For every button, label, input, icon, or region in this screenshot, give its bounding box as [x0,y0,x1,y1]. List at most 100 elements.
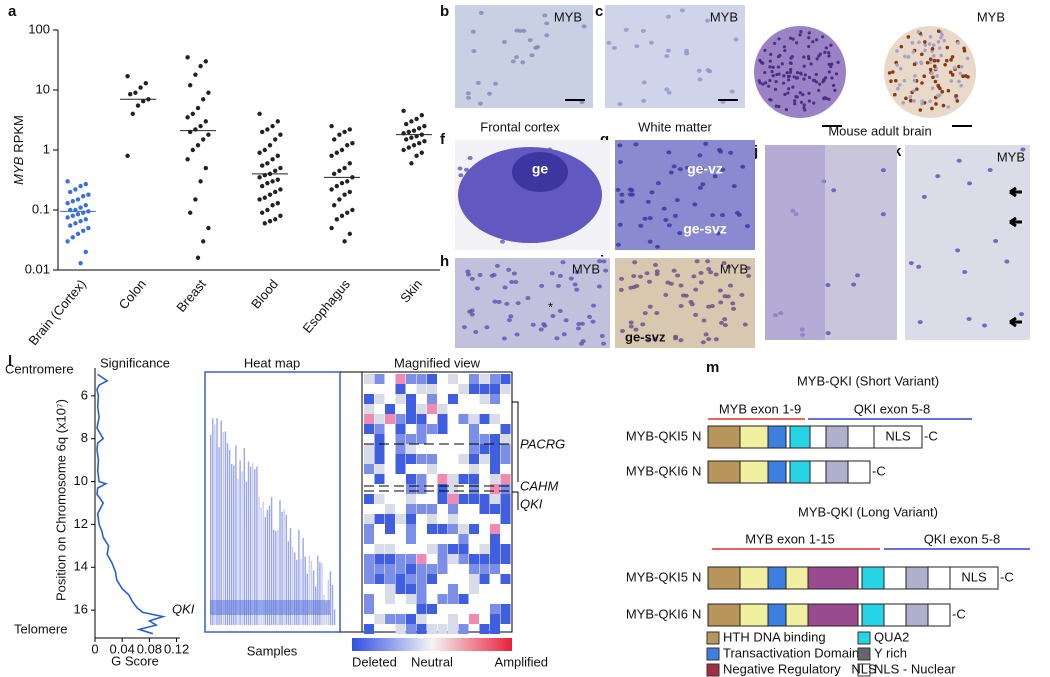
cell [647,304,653,309]
cell [827,70,831,74]
cell [645,338,651,343]
cell [698,270,704,275]
cell [807,44,811,49]
data-point [65,239,70,244]
data-point [257,150,262,155]
cell [720,167,726,172]
construct-name: MYB-QKI6 [626,463,688,478]
domain-block [927,566,951,590]
magnified-cell [479,494,490,504]
cell [795,41,799,45]
cell [802,106,806,110]
data-point [329,153,334,159]
centromere-label: Centromere [5,361,74,376]
micrograph [605,5,745,108]
cell [627,187,633,192]
cell [825,331,831,336]
data-point [75,231,81,237]
data-point [203,119,208,124]
legend-label: Transactivation Domain [723,645,859,660]
cell [880,212,886,217]
data-point [203,59,208,64]
magnified-cell [469,464,479,474]
cell [601,341,607,346]
magnified-cell [490,414,500,424]
cell [911,50,916,54]
magnified-cell [490,604,500,614]
magnified-cell [469,444,479,454]
cell [782,45,786,49]
cell [965,56,970,61]
cell [825,283,831,288]
data-point [275,153,280,159]
cell [467,309,473,314]
cell [713,337,719,342]
cell [509,280,515,285]
magnified-cell [437,424,448,434]
cell [557,308,563,313]
data-point [332,203,337,208]
data-point [417,140,422,146]
data-point [332,137,337,142]
heatmap-column [279,500,281,625]
magnified-cell [406,594,416,604]
cell [722,323,728,328]
cell [919,60,923,65]
data-point [419,113,424,118]
data-point [347,161,352,166]
magnified-cell [490,484,500,494]
magnified-cell [427,574,437,584]
cell [517,28,523,33]
cell [474,286,480,291]
cell [574,270,580,275]
cell [510,59,516,64]
cell [916,264,922,269]
arrow [1009,216,1022,228]
cell [574,287,580,292]
data-point [78,260,83,266]
data-point [409,161,414,166]
cell [633,142,639,147]
magnified-cell [490,554,500,564]
data-point [339,213,345,219]
magnified-cell [427,454,437,464]
cell [892,92,897,97]
magnified-cell [364,524,374,534]
cell [891,70,895,74]
cell [791,37,795,41]
cell [542,13,548,18]
cell [940,89,945,94]
cell [677,167,683,172]
heatmap-column [281,511,283,625]
cell [790,54,794,59]
cell [799,72,803,76]
panel-label: l [8,353,12,370]
domain-block [785,460,791,484]
cell [829,43,833,47]
magnified-cell [490,494,500,504]
magnified-cell [364,594,374,604]
gene-label: QKI [520,496,543,511]
cell [680,293,686,298]
cell [778,53,782,58]
x-tick-label: 0.04 [110,641,135,656]
magnified-cell [395,574,406,584]
cell [587,314,593,319]
cell [793,99,797,103]
domain-block [809,460,827,484]
cell [818,82,822,86]
cell [785,71,789,75]
heatmap-column [302,537,304,625]
data-point [267,192,273,197]
magnified-cell [395,614,406,624]
cell [920,99,925,103]
magnified-cell [479,454,490,464]
domain-block [861,566,885,590]
magnified-cell [374,474,385,484]
cell [908,261,914,266]
magnified-cell [395,584,406,594]
data-point [201,137,206,142]
heatmap-column [237,478,239,625]
domain-block [789,460,811,484]
cell [935,174,941,179]
